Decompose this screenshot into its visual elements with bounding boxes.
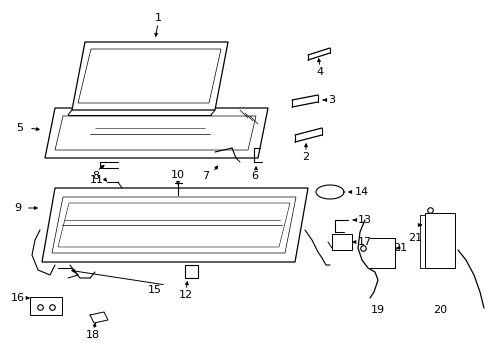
Bar — [30, 297, 62, 315]
Text: 2: 2 — [302, 152, 309, 162]
Text: 12: 12 — [179, 290, 193, 300]
Text: 3: 3 — [327, 95, 334, 105]
Text: 10: 10 — [171, 170, 184, 180]
Text: 1: 1 — [154, 13, 161, 23]
Polygon shape — [45, 108, 267, 158]
Text: 14: 14 — [354, 187, 368, 197]
Text: 6: 6 — [251, 171, 258, 181]
Text: 11: 11 — [90, 175, 104, 185]
Bar — [331, 234, 351, 250]
Text: 13: 13 — [357, 215, 371, 225]
Text: 15: 15 — [148, 285, 162, 295]
Text: 9: 9 — [15, 203, 21, 213]
Text: 17: 17 — [357, 237, 371, 247]
Text: 19: 19 — [370, 305, 384, 315]
Polygon shape — [72, 42, 227, 110]
Text: 18: 18 — [86, 330, 100, 340]
Text: 8: 8 — [92, 171, 100, 181]
Text: 20: 20 — [432, 305, 446, 315]
Text: 21: 21 — [407, 233, 421, 243]
Text: 4: 4 — [316, 67, 323, 77]
Polygon shape — [42, 188, 307, 262]
Bar — [424, 213, 454, 268]
Text: 21: 21 — [392, 243, 406, 253]
Text: 5: 5 — [17, 123, 23, 133]
Text: 16: 16 — [11, 293, 25, 303]
Text: 7: 7 — [202, 171, 209, 181]
